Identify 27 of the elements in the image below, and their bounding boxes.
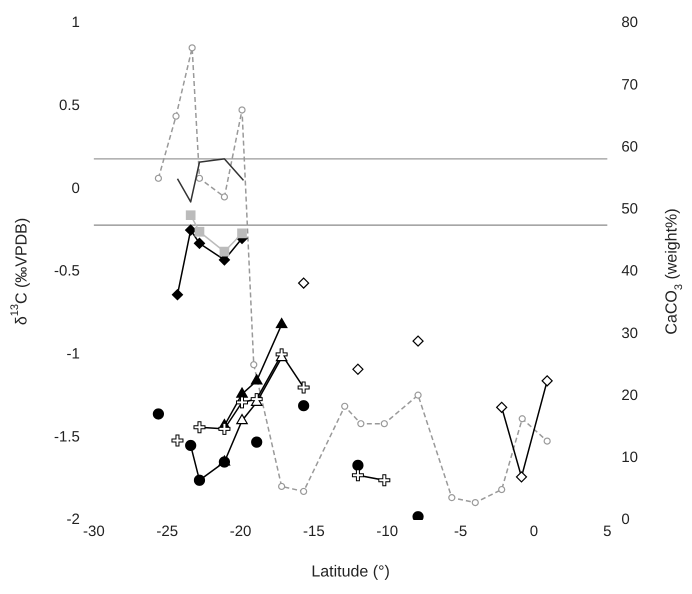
y-tick-label: -1.5 bbox=[54, 428, 80, 446]
y-tick-label: 0 bbox=[72, 180, 80, 197]
x-tick-label: -20 bbox=[230, 523, 252, 540]
y2-tick-label: 0 bbox=[621, 511, 630, 528]
x-tick-label: 5 bbox=[603, 523, 612, 540]
y2-tick-label: 30 bbox=[621, 324, 638, 342]
y2-tick-label: 50 bbox=[621, 200, 638, 218]
y-tick-label: 1 bbox=[72, 14, 80, 32]
x-tick-label: -30 bbox=[83, 523, 105, 540]
y2-axis-title: CaCO3 (weight%) bbox=[663, 208, 686, 335]
x-tick-label: -15 bbox=[303, 523, 325, 540]
x-tick-label: -25 bbox=[156, 523, 178, 540]
y-tick-label: -0.5 bbox=[54, 262, 80, 280]
x-axis-title: Latitude (°) bbox=[311, 563, 390, 580]
y2-tick-label: 20 bbox=[621, 386, 638, 404]
y-tick-label: 0.5 bbox=[58, 96, 80, 114]
y2-tick-label: 80 bbox=[621, 14, 638, 32]
y2-tick-label: 60 bbox=[621, 138, 638, 156]
x-tick-label: -10 bbox=[376, 523, 398, 540]
y2-tick-label: 70 bbox=[621, 76, 638, 94]
x-tick-label: 0 bbox=[530, 523, 538, 540]
y-axis-title: δ13C (‰VPDB) bbox=[9, 218, 30, 326]
y-tick-label: -2 bbox=[66, 511, 80, 528]
y2-tick-label: 10 bbox=[621, 449, 638, 466]
x-tick-label: -5 bbox=[454, 523, 468, 540]
y-tick-label: -1 bbox=[66, 345, 80, 362]
y2-tick-label: 40 bbox=[621, 262, 638, 280]
